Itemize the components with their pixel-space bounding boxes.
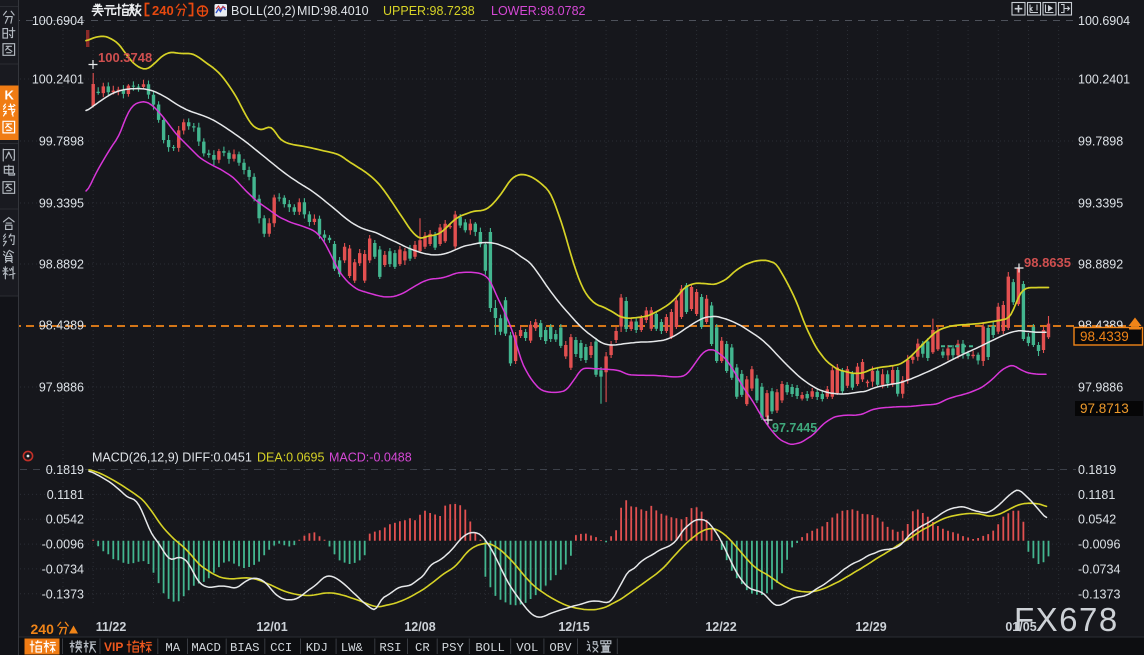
svg-text:0.0542: 0.0542 — [1078, 513, 1116, 527]
svg-text:12/29: 12/29 — [855, 620, 886, 634]
svg-text:-0.0096: -0.0096 — [42, 538, 84, 552]
svg-text:-0.0734: -0.0734 — [1078, 562, 1120, 576]
svg-text:100.6904: 100.6904 — [1078, 14, 1130, 28]
svg-text:97.9886: 97.9886 — [39, 381, 84, 395]
svg-text:12/15: 12/15 — [558, 620, 589, 634]
svg-text:98.8635: 98.8635 — [1024, 255, 1071, 270]
svg-text:UPPER:98.7238: UPPER:98.7238 — [383, 4, 475, 18]
svg-text:0.0542: 0.0542 — [46, 513, 84, 527]
svg-text:CCI: CCI — [270, 641, 292, 655]
svg-text:BIAS: BIAS — [230, 641, 260, 655]
svg-text:01/05: 01/05 — [1005, 620, 1036, 634]
svg-text:MA: MA — [165, 641, 180, 655]
svg-text:FX678: FX678 — [1014, 601, 1119, 638]
svg-text:99.7898: 99.7898 — [39, 135, 84, 149]
svg-text:100.2401: 100.2401 — [32, 73, 84, 87]
svg-text:0.1181: 0.1181 — [1078, 488, 1115, 502]
svg-text:0.1819: 0.1819 — [46, 463, 84, 477]
svg-text:98.8892: 98.8892 — [39, 258, 84, 272]
svg-text:LOWER:98.0782: LOWER:98.0782 — [491, 4, 586, 18]
svg-text:99.7898: 99.7898 — [1078, 135, 1123, 149]
svg-text:MID:98.4010: MID:98.4010 — [297, 4, 369, 18]
svg-text:99.3395: 99.3395 — [39, 197, 84, 211]
svg-text:97.9886: 97.9886 — [1078, 381, 1123, 395]
svg-text:OBV: OBV — [549, 641, 572, 655]
svg-text:PSY: PSY — [442, 641, 465, 655]
svg-text:240: 240 — [152, 3, 174, 18]
svg-text:-0.0096: -0.0096 — [1078, 538, 1120, 552]
svg-text:KDJ: KDJ — [306, 641, 328, 655]
svg-text:12/01: 12/01 — [256, 620, 287, 634]
svg-text:BOLL(20,2): BOLL(20,2) — [231, 4, 296, 18]
svg-text:BOLL: BOLL — [475, 641, 505, 655]
svg-text:RSI: RSI — [379, 641, 401, 655]
svg-text:-0.1373: -0.1373 — [42, 587, 84, 601]
svg-text:MACD: MACD — [191, 641, 221, 655]
svg-text:12/22: 12/22 — [705, 620, 736, 634]
svg-text:98.4339: 98.4339 — [1080, 329, 1129, 344]
svg-text:11/22: 11/22 — [96, 620, 127, 634]
svg-text:-0.0734: -0.0734 — [42, 562, 84, 576]
svg-text:K: K — [5, 88, 15, 103]
svg-text:0.1181: 0.1181 — [47, 488, 84, 502]
svg-text:-0.1373: -0.1373 — [1078, 587, 1120, 601]
svg-text:MACD:-0.0488: MACD:-0.0488 — [329, 451, 412, 465]
svg-text:98.4389: 98.4389 — [39, 319, 84, 333]
svg-text:0.1819: 0.1819 — [1078, 463, 1116, 477]
svg-text:97.7445: 97.7445 — [772, 421, 817, 435]
svg-text:99.3395: 99.3395 — [1078, 197, 1123, 211]
svg-text:100.6904: 100.6904 — [32, 14, 84, 28]
svg-text:VIP: VIP — [104, 640, 123, 654]
svg-text:240: 240 — [31, 621, 55, 637]
svg-text:12/08: 12/08 — [404, 620, 435, 634]
svg-text:CR: CR — [415, 641, 430, 655]
svg-text:LW&: LW& — [341, 641, 364, 655]
svg-text:100.3748: 100.3748 — [98, 50, 152, 65]
svg-text:97.8713: 97.8713 — [1080, 401, 1129, 416]
svg-text:98.8892: 98.8892 — [1078, 258, 1123, 272]
svg-text:MACD(26,12,9) DIFF:0.0451: MACD(26,12,9) DIFF:0.0451 — [92, 451, 252, 465]
svg-text:DEA:0.0695: DEA:0.0695 — [257, 451, 324, 465]
svg-text:VOL: VOL — [516, 641, 538, 655]
svg-text:100.2401: 100.2401 — [1078, 73, 1130, 87]
